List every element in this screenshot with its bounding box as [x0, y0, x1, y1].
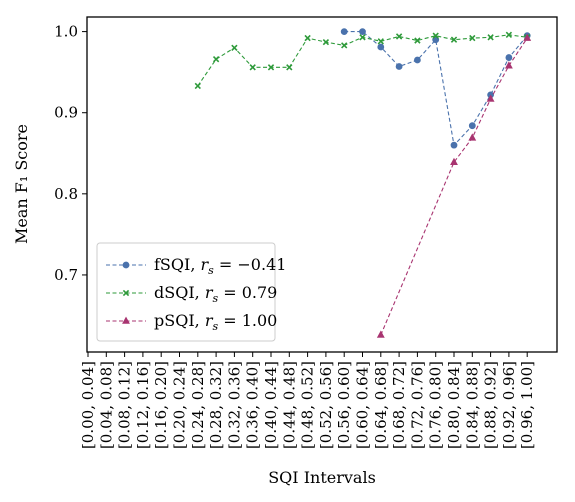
legend-item-psqi: pSQI, rs = 1.00: [106, 311, 277, 333]
data-point: [468, 122, 476, 130]
legend-item-fsqi: fSQI, rs = −0.41: [106, 255, 286, 277]
y-tick-label: 0.8: [54, 185, 78, 203]
series-fsqi: [340, 28, 531, 149]
x-tick-label: [0.08, 0.12]: [116, 361, 134, 449]
x-tick-label: [0.68, 0.72]: [390, 361, 408, 449]
data-point: [212, 56, 220, 63]
y-axis: 0.7 0.8 0.9 1.0: [54, 23, 87, 284]
legend-label: dSQI, rs = 0.79: [154, 283, 277, 305]
data-point: [450, 141, 458, 149]
data-point: [231, 44, 238, 51]
plot-frame: [86, 16, 558, 353]
data-point: [505, 31, 513, 39]
x-tick-label: [0.52, 0.56]: [317, 361, 335, 449]
x-tick-label: [0.88, 0.92]: [482, 361, 500, 449]
legend-marker: [122, 289, 130, 297]
x-tick-label: [0.76, 0.80]: [427, 361, 445, 449]
series-line: [344, 31, 528, 147]
x-tick-label: [0.20, 0.24]: [171, 361, 189, 449]
data-point: [359, 34, 366, 41]
data-point: [395, 33, 403, 40]
series-line: [380, 37, 528, 336]
data-point: [450, 157, 458, 165]
data-point: [377, 38, 384, 45]
x-tick-label: [0.16, 0.20]: [152, 361, 170, 449]
y-tick-label: 0.7: [54, 266, 78, 284]
x-tick-label: [0.00, 0.04]: [79, 361, 97, 449]
data-point: [469, 34, 476, 42]
data-point: [523, 33, 532, 41]
data-point: [194, 82, 201, 90]
x-tick-label: [0.96, 1.00]: [518, 361, 536, 449]
x-tick-label: [0.36, 0.40]: [244, 361, 262, 449]
data-point: [450, 36, 458, 43]
x-tick-label: [0.92, 0.96]: [500, 361, 518, 449]
y-axis-title: Mean F₁ Score: [12, 124, 31, 244]
x-tick-label: [0.72, 0.76]: [408, 361, 426, 449]
y-tick-label: 0.9: [54, 104, 78, 122]
legend-marker: [122, 261, 130, 269]
data-point: [267, 64, 275, 71]
legend-item-dsqi: dSQI, rs = 0.79: [106, 283, 277, 305]
data-point: [249, 64, 256, 71]
x-tick-label: [0.04, 0.08]: [97, 361, 115, 449]
legend-marker: [122, 316, 130, 324]
x-tick-label: [0.64, 0.68]: [372, 361, 390, 449]
x-tick-label: [0.80, 0.84]: [445, 361, 463, 449]
legend-box: [96, 242, 276, 342]
data-point: [505, 54, 513, 61]
data-point: [414, 37, 421, 44]
data-point: [432, 32, 439, 39]
x-tick-label: [0.44, 0.48]: [280, 361, 298, 449]
series-dsqi: [194, 31, 531, 90]
series-psqi: [376, 33, 532, 338]
data-point: [487, 34, 494, 41]
series-layer: [194, 28, 532, 338]
data-point: [304, 34, 311, 42]
x-tick-label: [0.24, 0.28]: [189, 361, 207, 449]
x-tick-label: [0.56, 0.60]: [335, 361, 353, 449]
legend: fSQI, rs = −0.41 dSQI, rs = 0.79 pSQI, rs …: [96, 242, 286, 342]
data-point: [376, 330, 385, 338]
data-point: [377, 43, 385, 51]
data-point: [286, 64, 293, 71]
legend-label: fSQI, rs = −0.41: [154, 255, 286, 277]
x-tick-label: [0.40, 0.44]: [262, 361, 280, 449]
x-tick-label: [0.28, 0.32]: [207, 361, 225, 449]
x-tick-label: [0.12, 0.16]: [134, 361, 152, 449]
x-tick-label: [0.32, 0.36]: [225, 361, 243, 449]
data-point: [504, 61, 513, 69]
data-point: [322, 38, 330, 46]
y-tick-label: 1.0: [54, 23, 78, 41]
x-tick-label: [0.48, 0.52]: [299, 361, 317, 449]
data-point: [486, 94, 495, 102]
data-point: [359, 28, 366, 36]
x-axis: [0.00, 0.04] [0.04, 0.08] [0.08, 0.12] [0.1…: [79, 352, 536, 449]
data-point: [341, 42, 348, 49]
data-point: [340, 28, 348, 36]
data-point: [468, 133, 477, 141]
series-line: [197, 34, 528, 87]
legend-label: pSQI, rs = 1.00: [154, 311, 277, 333]
x-axis-title: SQI Intervals: [268, 468, 376, 487]
data-point: [395, 63, 403, 70]
x-tick-label: [0.84, 0.88]: [463, 361, 481, 449]
data-point: [413, 56, 421, 64]
x-tick-label: [0.60, 0.64]: [354, 361, 372, 449]
